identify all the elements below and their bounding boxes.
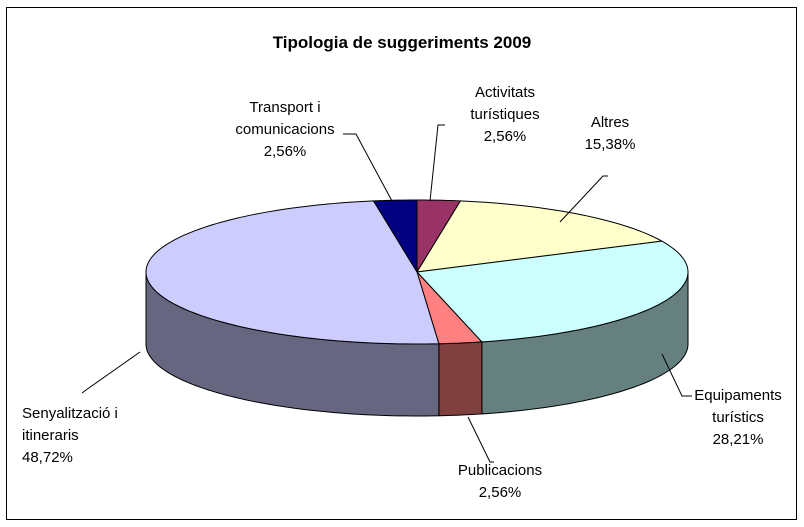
data-label: Transport i comunicacions 2,56% [215, 97, 355, 163]
category-label: Senyalització i itineraris [22, 405, 118, 444]
data-label: Altres 15,38% [560, 112, 660, 156]
pie-tops [145, 199, 689, 345]
data-label: Equipaments turístics 28,21% [688, 385, 788, 451]
chart-title: Tipologia de suggeriments 2009 [272, 33, 532, 52]
value-label: 28,21% [712, 431, 764, 448]
category-label: Activitats turístiques [470, 84, 540, 123]
value-label: 2,56% [483, 128, 527, 145]
leader-line [81, 351, 141, 394]
leader-line [467, 416, 494, 463]
slice [415, 240, 689, 343]
data-label: Activitats turístiques 2,56% [450, 82, 560, 148]
data-label: Publicacions 2,56% [440, 460, 560, 504]
data-label: Senyalització i itineraris 48,72% [22, 403, 162, 469]
value-label: 2,56% [263, 143, 307, 160]
category-label: Equipaments turístics [694, 387, 782, 426]
value-label: 2,56% [478, 484, 522, 501]
slice-side [438, 341, 483, 417]
leader-line [559, 175, 608, 223]
slice [372, 199, 418, 274]
value-label: 48,72% [22, 449, 73, 466]
slice [145, 200, 440, 345]
slice [416, 271, 483, 345]
slice [416, 200, 664, 273]
value-label: 15,38% [584, 136, 636, 153]
leader-line [429, 124, 445, 202]
leader-line [661, 353, 692, 397]
category-label: Altres [590, 114, 630, 131]
leader-line [343, 133, 393, 202]
category-label: Publicacions [457, 462, 543, 479]
category-label: Transport i comunicacions [235, 99, 335, 138]
